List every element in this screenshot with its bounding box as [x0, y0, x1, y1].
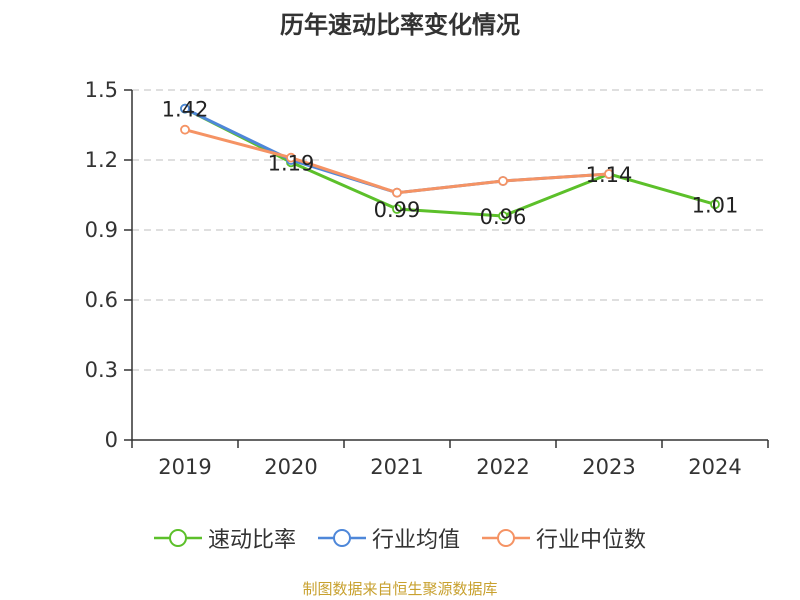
- x-tick-label-3: 2022: [476, 455, 529, 479]
- series-2-point-1: [286, 152, 296, 163]
- y-tick-label-2: 0.6: [85, 288, 118, 312]
- series-1-point-0: [180, 103, 190, 114]
- x-tick-label-1: 2020: [264, 455, 317, 479]
- series-2-point-2: [392, 187, 402, 198]
- legend-label-series-0: 速动比率: [207, 528, 296, 553]
- x-tick-label-4: 2023: [582, 455, 635, 479]
- series-0-point-3: [498, 211, 508, 221]
- y-tick-label-1: 0.3: [85, 358, 118, 382]
- series-0-point-5: [710, 199, 720, 210]
- y-tick-label-3: 0.9: [85, 218, 118, 242]
- series-line-0: [184, 107, 716, 218]
- axes: 0 0.3 0.6 0.9 1.2 1.5 2019 2020 2021 2022 2023 2024: [85, 78, 769, 479]
- data-label-5: 1.01: [692, 193, 739, 217]
- grid-lines: [132, 89, 768, 371]
- series-2-point-3: [498, 176, 508, 186]
- series-2: [180, 124, 614, 198]
- source-note: 制图数据来自恒生聚源数据库: [302, 580, 498, 598]
- legend-item-series-2[interactable]: 行业中位数: [482, 522, 646, 554]
- y-tick-label-5: 1.5: [85, 78, 118, 102]
- legend-label-series-1: 行业均值: [371, 528, 460, 553]
- y-tick-label-4: 1.2: [85, 148, 118, 172]
- data-label-2: 0.99: [374, 198, 421, 222]
- legend-item-series-1[interactable]: 行业均值: [317, 522, 460, 554]
- legend-item-series-0[interactable]: 速动比率: [153, 522, 296, 554]
- y-tick-label-0: 0: [105, 428, 118, 452]
- legend-marker-series-2: [482, 529, 530, 547]
- data-label-3: 0.96: [480, 205, 527, 229]
- series-0: [180, 103, 720, 221]
- legend: 速动比率 行业均值 行业中位数: [0, 518, 800, 558]
- legend-label-series-2: 行业中位数: [536, 528, 647, 553]
- x-tick-label-2: 2021: [370, 455, 423, 479]
- x-tick-label-0: 2019: [158, 455, 211, 479]
- legend-marker-series-0: [153, 529, 202, 547]
- data-labels: 1.42 1.19 0.99 0.96 1.14 1.01: [162, 98, 739, 229]
- series-0-point-2: [392, 204, 402, 214]
- series-2-point-0: [180, 124, 190, 135]
- chart-title: 历年速动比率变化情况: [280, 11, 520, 39]
- series-line-1: [184, 107, 610, 195]
- x-tick-label-5: 2024: [688, 455, 741, 479]
- series-1: [180, 103, 614, 198]
- data-label-4: 1.14: [586, 163, 633, 187]
- data-label-0: 1.42: [162, 98, 209, 122]
- series-2-point-4: [604, 169, 614, 179]
- legend-marker-series-1: [317, 529, 366, 547]
- data-label-1: 1.19: [268, 151, 315, 175]
- series-lines: [180, 103, 720, 221]
